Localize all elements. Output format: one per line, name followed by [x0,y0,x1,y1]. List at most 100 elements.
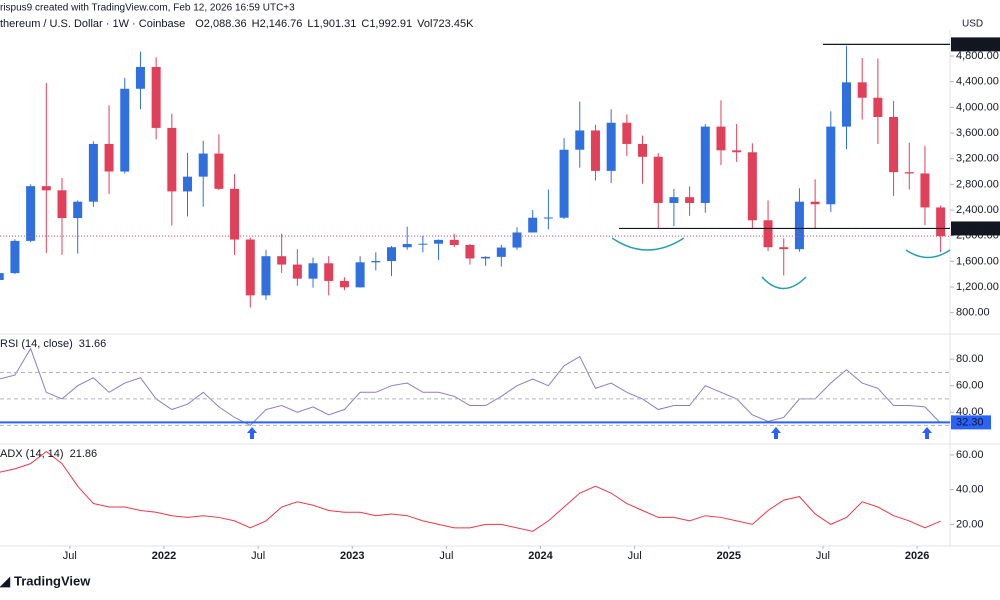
candle-body [747,152,757,221]
candle-body [135,66,145,89]
candle-body [449,239,459,245]
arrow [922,427,932,439]
arc [611,237,685,251]
candle-body [230,188,240,240]
candle-body [826,126,836,205]
ohlc-key: Vol [417,18,432,30]
candle-body [669,197,679,203]
candle-body [590,130,600,171]
y-tick-label: 60.00 [956,380,984,392]
candle-body [842,82,851,127]
y-tick-label: 1,600.00 [956,255,999,267]
candle-body [0,273,4,280]
ohlc-key: H [252,18,260,30]
y-tick-label: 1,200.00 [956,281,999,293]
candle-body [889,116,899,173]
candle-body [904,172,914,174]
indicator-value: 21.86 [70,448,98,460]
indicator-value: 31.66 [79,338,107,350]
candle-body [104,143,114,172]
level-label: 32.30 [956,416,984,428]
y-tick-label: 4,400.00 [956,76,999,88]
x-tick-label: Jul [251,550,265,562]
candle-body [559,149,569,218]
candle-body [402,244,412,248]
level-label: 2,112.68 [956,222,998,234]
ohlc-value: 1,901.31 [314,18,357,30]
candle-body [26,186,36,241]
candle-body [261,256,271,296]
arrow [771,427,781,439]
candle-body [653,156,663,203]
candle-body [88,143,98,202]
candle-body [355,262,365,288]
candle-body [496,247,506,257]
candle-body [371,261,381,263]
candle-body [575,130,585,150]
y-tick-label: 80.00 [956,353,984,365]
ohlc-value: 2,088.36 [204,18,247,30]
candle-body [10,240,20,274]
x-tick-label: Jul [439,550,453,562]
candle-body [308,263,318,279]
x-tick-label: Jul [628,550,642,562]
candle-body [277,256,287,265]
ohlc-key: C [361,18,369,30]
ohlc-value: 1,992.91 [369,18,412,30]
candle-body [528,217,538,233]
y-tick-label: 800.00 [956,307,990,319]
x-tick-label: 2023 [340,550,364,562]
candle-body [214,153,224,189]
logo: ⁠◢ TradingView [0,573,91,588]
candle-body [481,256,491,259]
candle-body [512,232,522,248]
candle-body [41,186,51,191]
indicator-line [0,347,942,427]
candle-body [716,126,726,151]
candle-body [324,263,334,281]
level-tag [951,221,1000,236]
candle-body [339,280,349,288]
candle-body [73,201,83,219]
plot-area [0,45,946,532]
credit: rispus9 created with TradingView.com, Fe… [0,3,295,14]
candle-body [936,207,946,237]
x-tick-label: Jul [816,550,830,562]
logo-mark: ⁠◢ [0,573,11,588]
candle-body [57,190,67,219]
candle-body [794,201,804,250]
candle-body [183,176,193,192]
candle-body [198,153,208,177]
candle-body [700,126,710,203]
candle-body [434,239,444,244]
ohlc-value: 723.45K [432,18,474,30]
y-tick-label: 40.00 [956,406,984,418]
candle-body [763,220,773,248]
arc [905,249,951,259]
ohlc-value: 2,146.76 [260,18,303,30]
y-tick-label: 20.00 [956,518,984,530]
arc [761,276,807,290]
candle-body [465,244,475,259]
level-label: 4,981.66 [956,38,999,50]
candle-body [779,247,789,250]
candle-body [638,143,648,157]
pattern-arcs [611,237,951,290]
currency: USD [962,19,983,30]
candle-body [873,97,883,117]
ohlc-key: L [307,18,313,30]
arrow [247,427,257,439]
ohlc-key: O [195,18,204,30]
candle-body [543,217,553,219]
x-tick-label: 2022 [152,550,176,562]
candle-body [685,197,695,203]
y-tick-label: 4,000.00 [956,101,999,113]
candle-body [606,122,616,171]
symbol: thereum / U.S. Dollar · 1W · Coinbase [0,18,185,30]
brand: TradingView [14,573,91,588]
candle-body [386,247,396,262]
candle-body [732,150,742,153]
y-tick-label: 4,800.00 [956,50,999,62]
candle-body [151,66,161,128]
